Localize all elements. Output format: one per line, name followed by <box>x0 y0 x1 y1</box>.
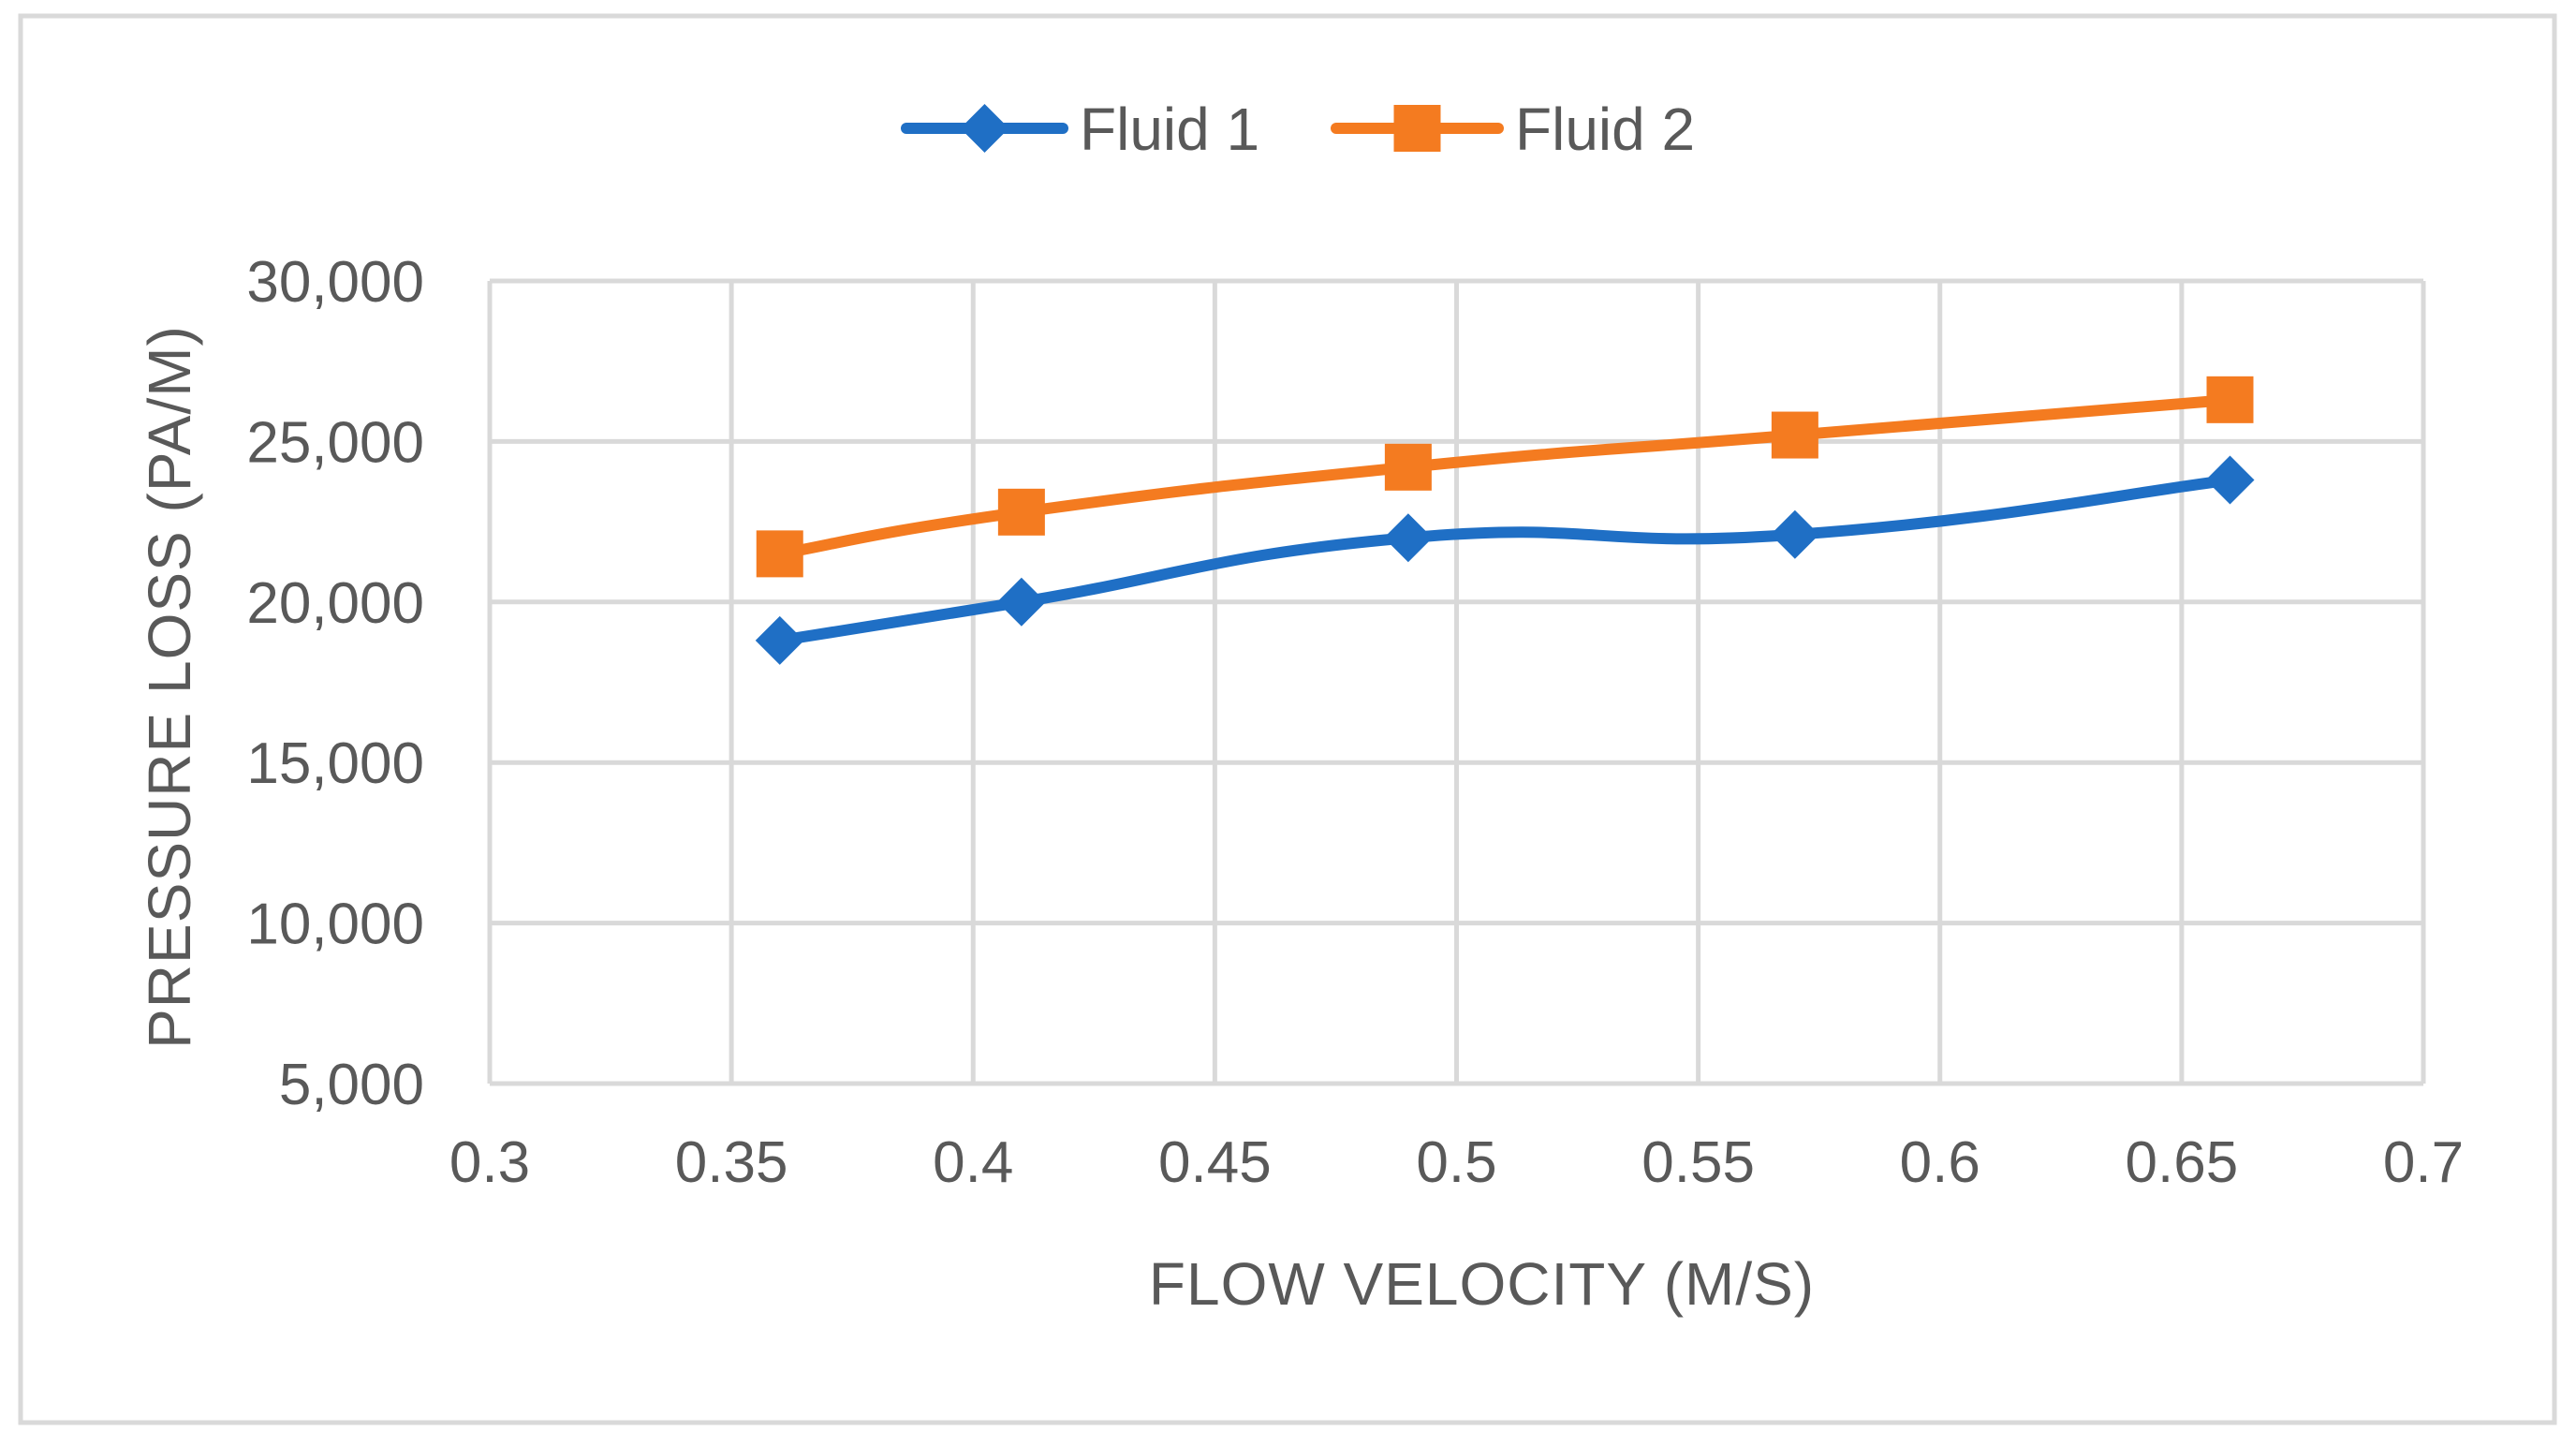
data-point <box>996 577 1046 627</box>
legend-item: Fluid 1 <box>901 96 1259 163</box>
y-tick-label: 20,000 <box>246 571 424 636</box>
data-point <box>1383 513 1433 563</box>
data-point <box>756 530 803 578</box>
y-tick-label: 30,000 <box>246 250 424 315</box>
legend: Fluid 1 Fluid 2 <box>901 96 1695 163</box>
legend-item: Fluid 2 <box>1331 96 1695 163</box>
grid <box>487 278 2426 1086</box>
x-tick-label: 0.6 <box>1900 1130 1980 1195</box>
series <box>755 376 2255 665</box>
y-axis-title: PRESSURE LOSS (PA/M) <box>136 325 203 1049</box>
x-tick-label: 0.5 <box>1416 1130 1496 1195</box>
data-point <box>2206 376 2254 423</box>
chart-frame <box>18 13 2557 1425</box>
y-tick-label: 15,000 <box>246 731 424 796</box>
data-point <box>1771 411 1818 459</box>
series-line <box>773 474 2236 646</box>
x-tick-label: 0.55 <box>1641 1130 1755 1195</box>
y-tick-label: 25,000 <box>246 410 424 475</box>
x-tick-label: 0.35 <box>675 1130 788 1195</box>
x-axis-title: FLOW VELOCITY (M/S) <box>1149 1250 1815 1318</box>
legend-label: Fluid 1 <box>1080 96 1259 163</box>
x-tick-label: 0.65 <box>2126 1130 2239 1195</box>
legend-marker <box>1393 105 1441 152</box>
x-tick-label: 0.45 <box>1158 1130 1272 1195</box>
x-tick-label: 0.3 <box>449 1130 530 1195</box>
data-point <box>997 488 1045 536</box>
x-tick-label: 0.4 <box>933 1130 1013 1195</box>
data-point <box>2205 455 2255 505</box>
axis-ticks: 0.3 0.35 0.4 0.45 0.5 0.55 0.6 0.65 0.7 5,000 10,0… <box>246 250 2464 1195</box>
series-line <box>773 393 2236 560</box>
data-point <box>1384 443 1432 491</box>
y-tick-label: 10,000 <box>246 893 424 957</box>
series-fluid-2 <box>756 376 2254 578</box>
legend-marker <box>960 104 1009 153</box>
y-tick-label: 5,000 <box>279 1053 424 1117</box>
series-fluid-1 <box>755 455 2255 665</box>
legend-label: Fluid 2 <box>1515 96 1695 163</box>
data-point <box>1770 509 1819 559</box>
data-point <box>755 615 804 665</box>
x-tick-label: 0.7 <box>2383 1130 2464 1195</box>
